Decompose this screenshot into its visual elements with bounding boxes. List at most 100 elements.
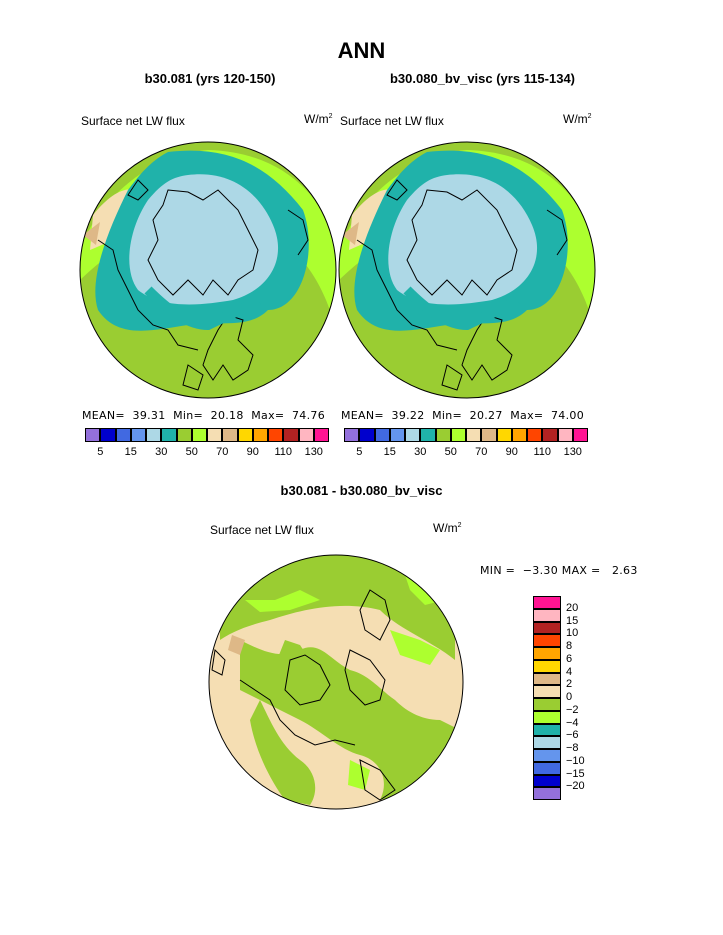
colorbar-swatch [450,428,466,442]
case-title-left: b30.081 (yrs 120-150) [144,71,276,86]
colorbar-swatch [435,428,451,442]
colorbar-swatch [533,787,561,800]
units-exponent: 2 [328,113,333,120]
colorbar-tick-label: 6 [566,652,573,665]
colorbar-swatch [405,428,421,442]
colorbar-swatch [533,685,561,698]
colorbar-tick-label: 0 [566,691,573,703]
page-title: ANN [337,38,386,63]
colorbar-swatch [298,428,314,442]
colorbar-swatch [533,621,561,635]
colorbar-swatch [533,736,561,749]
colorbar-swatch [176,428,192,442]
colorbar-swatch [85,428,101,442]
colorbar-tick-label: 50 [185,446,198,458]
variable-label-left: Surface net LW flux [81,114,185,128]
units-exponent: 2 [457,522,462,529]
colorbar-tick-label: −8 [566,742,579,754]
colorbar-right-ticks: 5 15 30 50 70 90 110 130 [344,446,588,460]
colorbar-swatch [533,710,561,724]
colorbar-diff [533,596,561,800]
colorbar-tick-label: 15 [566,614,579,627]
colorbar-swatch [533,723,561,737]
colorbar-swatch [313,428,329,442]
colorbar-tick-label: −4 [566,716,579,729]
colorbar-swatch [100,428,116,442]
colorbar-tick-label: 130 [563,446,582,458]
colorbar-swatch [268,428,284,442]
colorbar-swatch [533,774,561,788]
colorbar-tick-label: 50 [444,446,457,458]
colorbar-tick-label: 130 [304,446,323,458]
colorbar-swatch [146,428,162,442]
colorbar-tick-label: −10 [566,754,585,767]
units-exponent: 2 [587,113,592,120]
colorbar-tick-label: 2 [566,678,573,691]
colorbar-swatch [161,428,177,442]
mean-label: MEAN= [82,409,125,422]
colorbar-tick-label: −20 [566,780,585,793]
case-title-right: b30.080_bv_visc (yrs 115-134) [389,71,576,86]
colorbar-swatch [542,428,558,442]
colorbar-swatch [527,428,543,442]
colorbar-tick-label: 30 [414,446,427,458]
units-label-left: W/m2 [304,112,333,126]
colorbar-swatch [374,428,390,442]
colorbar-swatch [511,428,527,442]
min-label: MIN = [480,564,516,577]
colorbar-tick-label: −15 [566,767,585,780]
colorbar-tick-label: 15 [383,446,396,458]
colorbar-tick-label: 10 [566,627,579,640]
max-value: 74.00 [551,409,584,422]
colorbar-swatch [207,428,223,442]
colorbar-tick-label: 70 [475,446,488,458]
min-label: Min= [432,409,463,422]
colorbar-swatch [533,634,561,647]
colorbar-left [85,428,329,442]
units-base: W/m [433,521,458,535]
max-label: Max= [510,409,544,422]
colorbar-tick-label: 90 [246,446,259,458]
colorbar-tick-label: 5 [97,446,104,458]
colorbar-swatch [533,749,561,762]
units-base: W/m [304,112,329,126]
stats-right: MEAN= 39.22 Min= 20.27 Max= 74.00 [341,409,584,422]
colorbar-tick-label: −6 [566,729,579,742]
colorbar-swatch [191,428,207,442]
colorbar-swatch [533,647,561,660]
colorbar-swatch [344,428,360,442]
colorbar-tick-label: 70 [216,446,229,458]
stats-diff: MIN = −3.30 MAX = 2.63 [480,564,638,577]
colorbar-swatch [533,659,561,673]
colorbar-left-ticks: 5 15 30 50 70 90 110 130 [85,446,329,460]
colorbar-swatch [533,608,561,622]
colorbar-swatch [533,672,561,686]
colorbar-swatch [252,428,268,442]
colorbar-swatch [572,428,588,442]
max-value: 74.76 [292,409,325,422]
colorbar-tick-label: 30 [155,446,168,458]
colorbar-swatch [533,698,561,711]
colorbar-tick-label: −2 [566,703,579,716]
colorbar-tick-label: 20 [566,601,579,614]
min-value: 20.27 [469,409,503,422]
colorbar-swatch [389,428,405,442]
colorbar-swatch [283,428,299,442]
stats-left: MEAN= 39.31 Min= 20.18 Max= 74.76 [82,409,325,422]
colorbar-swatch [533,596,561,609]
colorbar-tick-label: 110 [533,446,552,458]
difference-title: b30.081 - b30.080_bv_visc [280,483,443,498]
units-label-right: W/m2 [563,112,592,126]
min-value: −3.30 [522,564,558,577]
units-label-diff: W/m2 [433,521,462,535]
colorbar-right [344,428,588,442]
variable-label-diff: Surface net LW flux [210,523,314,537]
colorbar-tick-label: 8 [566,640,573,652]
max-value: 2.63 [611,564,638,577]
min-value: 20.18 [210,409,244,422]
colorbar-tick-label: 15 [124,446,137,458]
colorbar-diff-labels: 20 15 10 8 6 4 2 0 −2 −4 −6 −8 −10 −15 −20 [566,596,606,800]
units-base: W/m [563,112,588,126]
min-label: Min= [173,409,204,422]
mean-label: MEAN= [341,409,384,422]
